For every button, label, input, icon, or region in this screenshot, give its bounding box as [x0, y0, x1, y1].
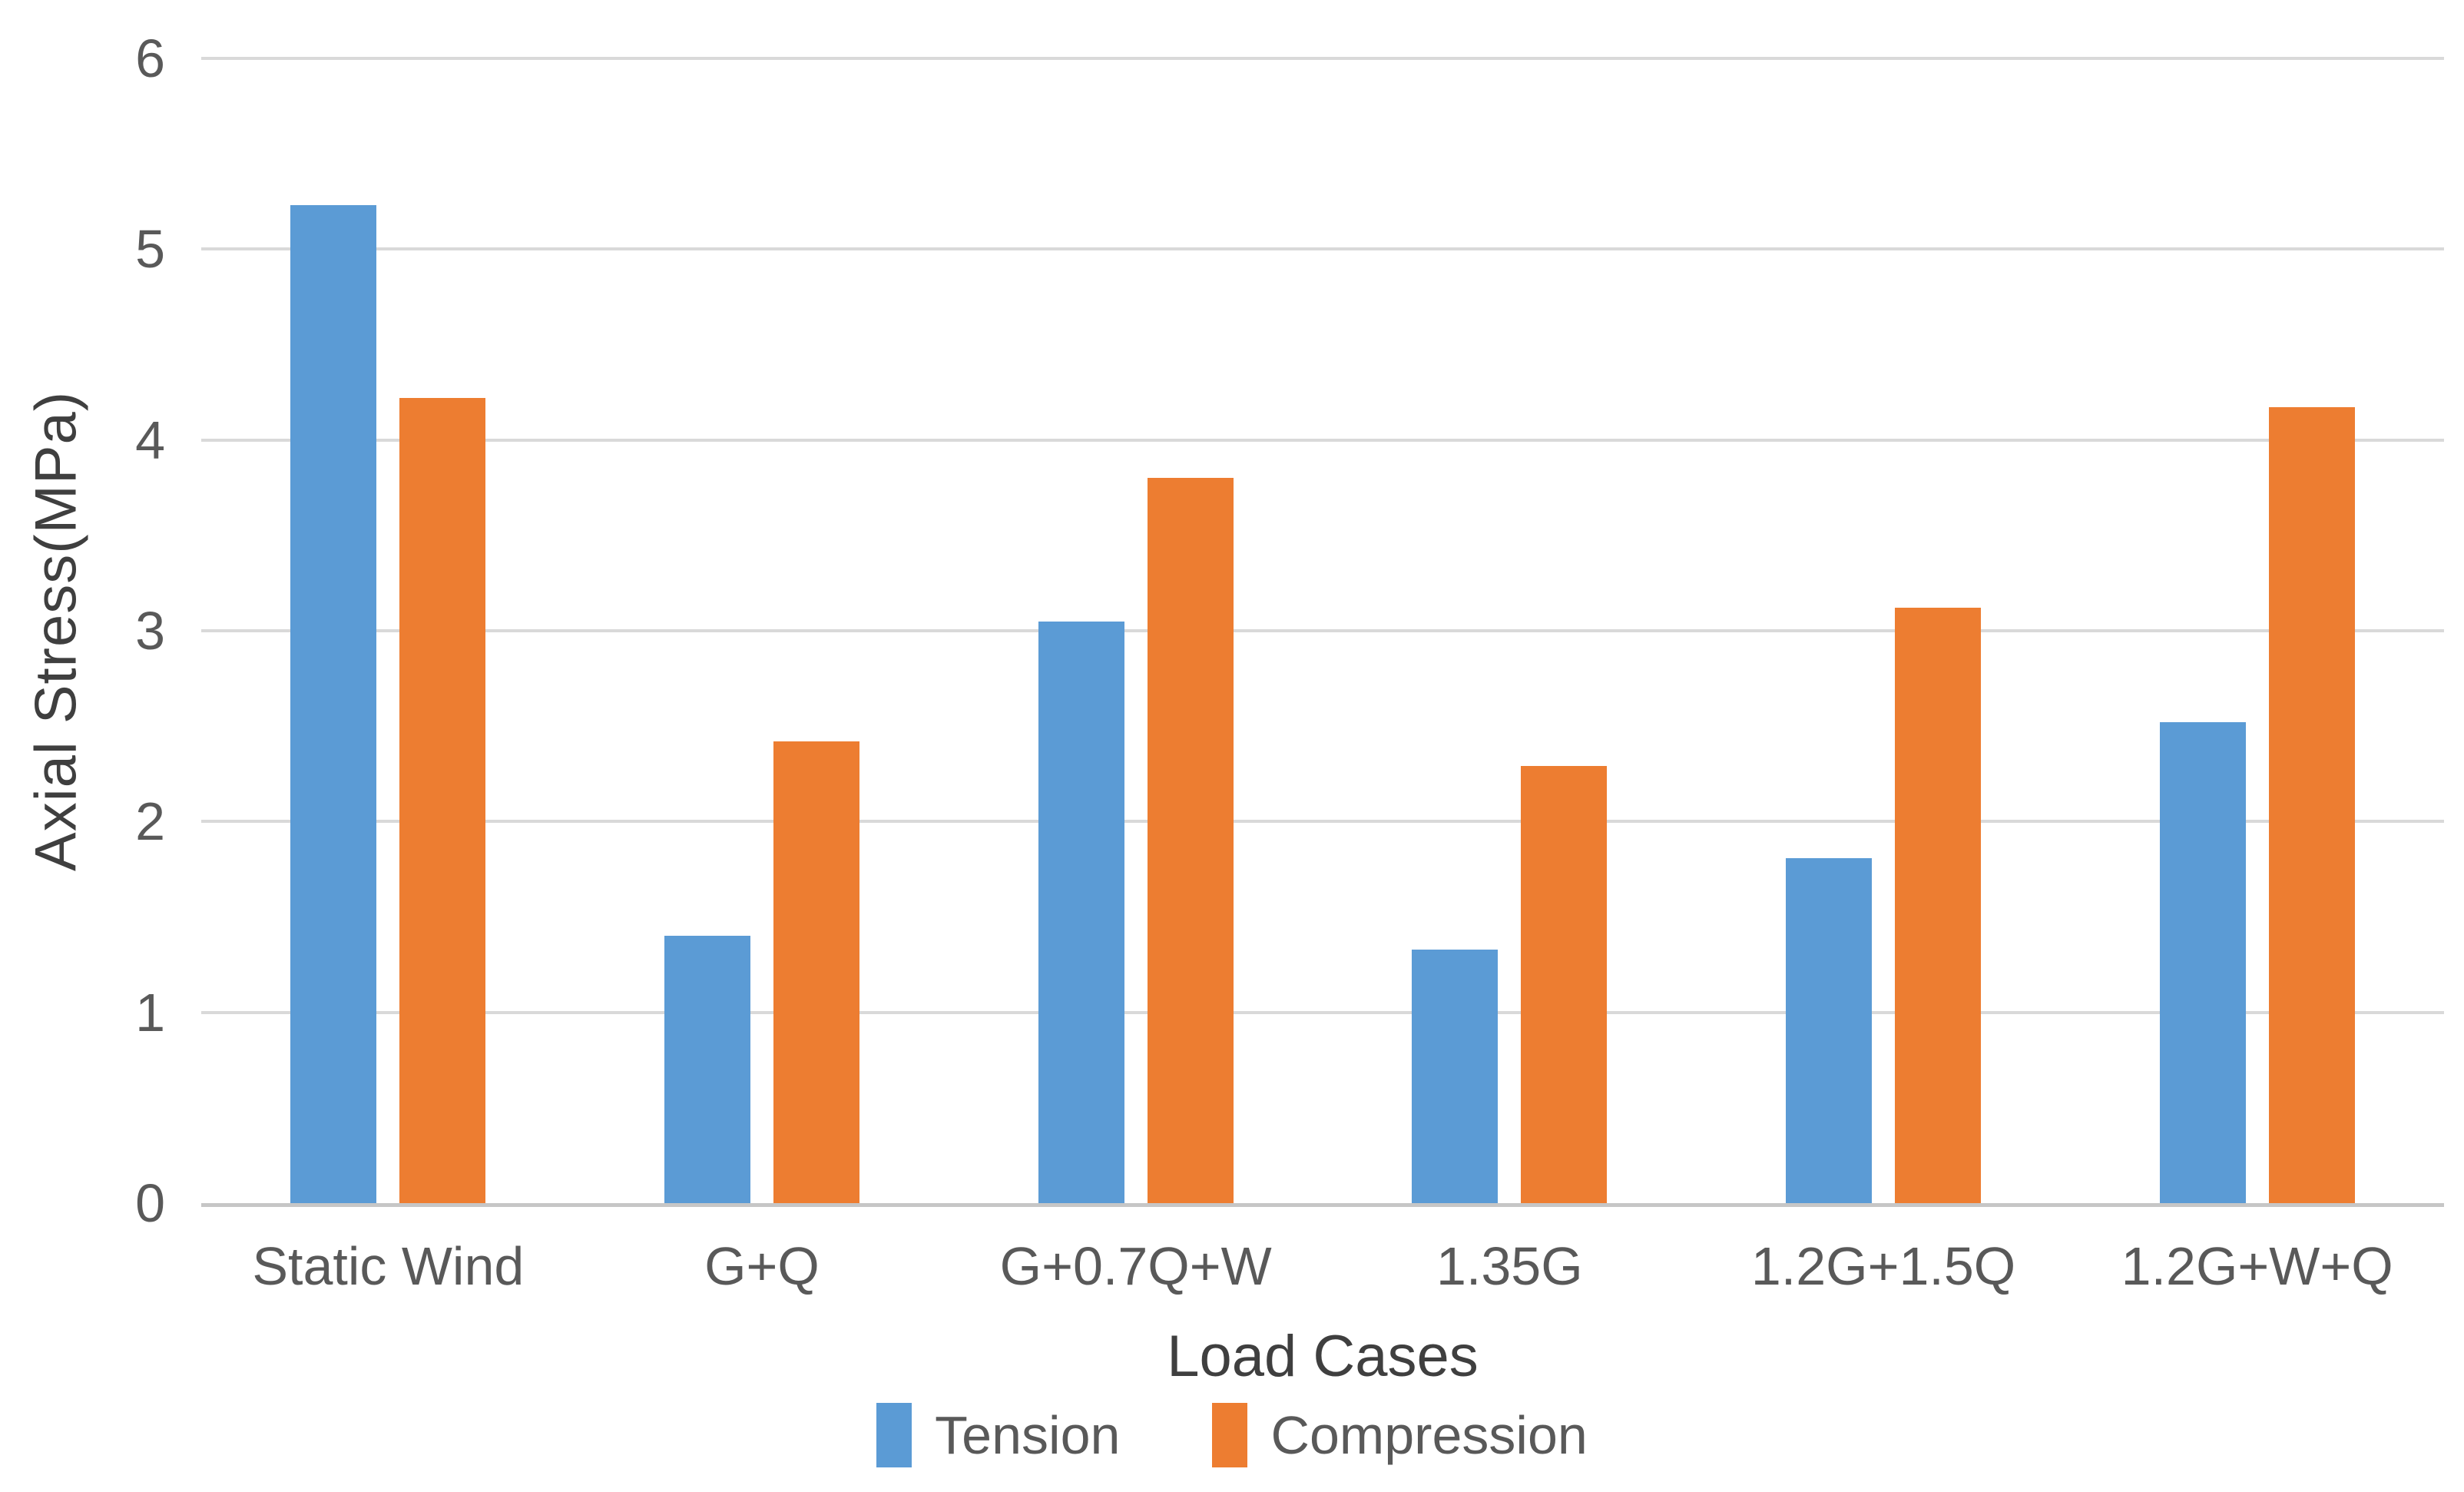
plot-area — [201, 57, 2444, 1207]
bar-group — [1697, 58, 2071, 1203]
bar-group — [201, 58, 575, 1203]
gridline — [201, 1010, 2444, 1014]
y-axis-tick-labels: 0 1 2 3 4 5 6 — [84, 31, 165, 1230]
bar-compression — [2268, 407, 2355, 1203]
y-tick-label: 2 — [135, 791, 165, 852]
bar-group — [2070, 58, 2444, 1203]
bar-groups — [201, 58, 2444, 1203]
bar-compression — [1521, 766, 1608, 1203]
bar-compression — [773, 741, 859, 1203]
legend-label: Compression — [1270, 1405, 1588, 1465]
gridline — [201, 820, 2444, 824]
gridline — [201, 629, 2444, 632]
x-axis-title: Load Cases — [1167, 1324, 1479, 1389]
bar-compression — [399, 398, 486, 1203]
y-tick-label: 0 — [135, 1173, 165, 1233]
y-axis-title: Axial Stress(MPa) — [23, 390, 89, 871]
bar-tension — [290, 205, 377, 1203]
bar-tension — [1412, 949, 1499, 1203]
bar-group — [1323, 58, 1697, 1203]
legend-swatch-compression — [1212, 1403, 1248, 1467]
legend-label: Tension — [935, 1405, 1121, 1465]
bar-compression — [1895, 608, 1982, 1203]
bar-group — [949, 58, 1323, 1203]
gridline — [201, 247, 2444, 251]
legend-swatch-tension — [876, 1403, 912, 1467]
gridline — [201, 438, 2444, 442]
bar-tension — [1786, 857, 1873, 1203]
legend-item-tension: Tension — [876, 1403, 1120, 1467]
legend: Tension Compression — [0, 1403, 2464, 1467]
y-tick-label: 6 — [135, 28, 165, 88]
x-category-label: G+0.7Q+W — [999, 1236, 1272, 1296]
bar-compression — [1147, 478, 1234, 1203]
legend-item-compression: Compression — [1212, 1403, 1588, 1467]
bar-group — [575, 58, 949, 1203]
y-tick-label: 5 — [135, 219, 165, 280]
bar-tension — [664, 936, 750, 1203]
y-tick-label: 4 — [135, 409, 165, 470]
gridline — [201, 57, 2444, 60]
bar-tension — [2159, 722, 2246, 1203]
x-category-label: 1.2G+1.5Q — [1750, 1236, 2016, 1296]
x-category-label: Static Wind — [252, 1236, 525, 1296]
x-category-label: 1.35G — [1436, 1236, 1583, 1296]
y-tick-label: 3 — [135, 601, 165, 661]
x-axis-category-labels: Static Wind G+Q G+0.7Q+W 1.35G 1.2G+1.5Q 1.2G… — [201, 1235, 2444, 1297]
bar-tension — [1038, 621, 1124, 1203]
x-category-label: G+Q — [704, 1236, 820, 1296]
x-category-label: 1.2G+W+Q — [2121, 1236, 2393, 1296]
y-tick-label: 1 — [135, 982, 165, 1043]
